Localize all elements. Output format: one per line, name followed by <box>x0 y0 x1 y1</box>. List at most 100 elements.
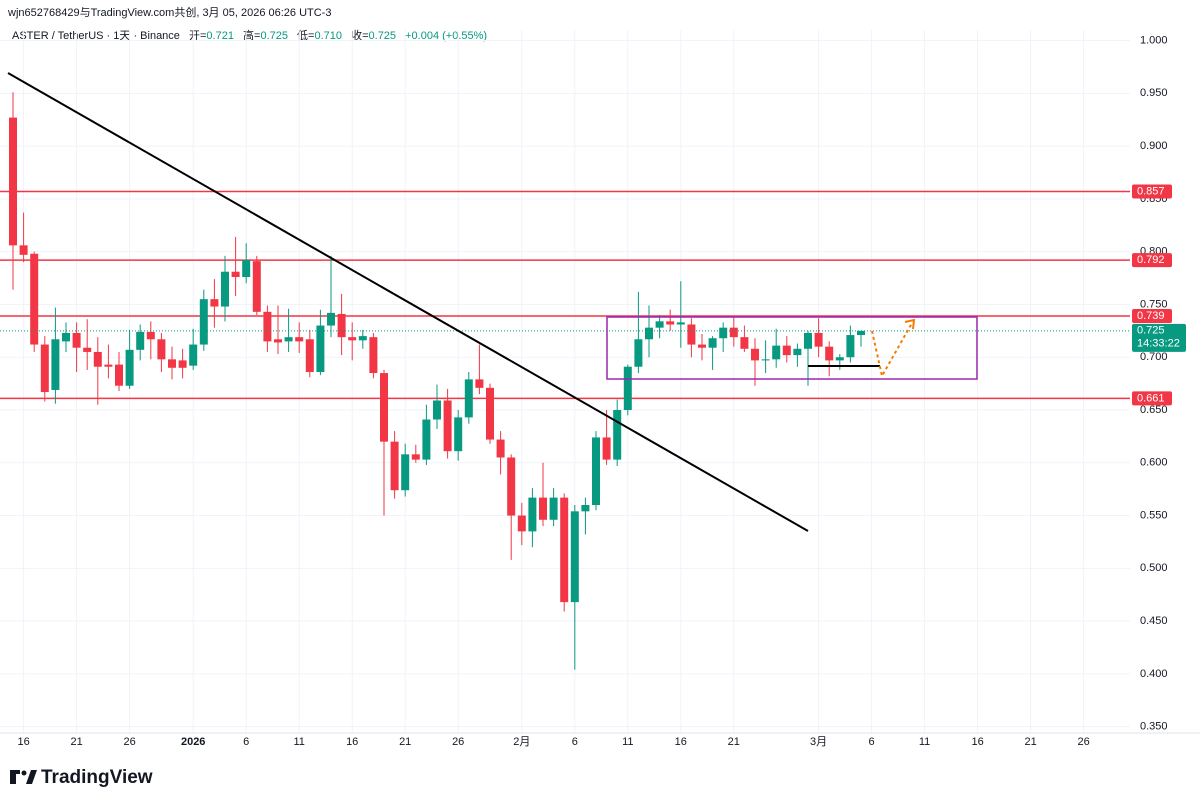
level-label: 0.739 <box>1137 310 1165 322</box>
logo-text: TradingView <box>41 767 153 788</box>
projection-path <box>871 322 913 379</box>
candle-body <box>136 331 145 350</box>
level-label-bg <box>1132 391 1172 406</box>
candle-body <box>72 332 81 348</box>
candle-body <box>30 253 39 345</box>
last-price-bg <box>1132 323 1186 352</box>
candle-body <box>168 359 176 368</box>
field-value: 0.710 <box>314 30 342 42</box>
candle-body <box>581 505 590 512</box>
candle-body <box>793 348 802 356</box>
y-tick-label: 0.350 <box>1140 721 1168 733</box>
candle-body <box>104 364 113 367</box>
y-tick-label: 0.700 <box>1140 351 1168 363</box>
x-tick-label: 11 <box>919 736 930 748</box>
x-tick-label: 2月 <box>513 736 530 748</box>
candle-body <box>814 332 823 347</box>
x-tick-label: 16 <box>346 736 358 748</box>
y-tick-label: 0.500 <box>1140 562 1168 574</box>
candle-body <box>274 339 282 343</box>
axes: 1.0000.9500.9000.8500.8000.7500.7000.650… <box>0 34 1200 748</box>
candle-body <box>475 379 484 388</box>
x-tick-label: 26 <box>1077 736 1089 748</box>
field-value: 0.725 <box>369 30 397 42</box>
field-label: 高= <box>243 28 260 42</box>
candle-body <box>316 325 325 372</box>
candle-body <box>804 332 812 349</box>
field-value: 0.721 <box>206 30 234 42</box>
candle-body <box>411 454 420 460</box>
candle-body <box>634 339 643 367</box>
symbol: ASTER / TetherUS · 1天 · Binance <box>12 30 180 42</box>
candle-body <box>496 439 505 458</box>
x-tick-label: 16 <box>971 736 983 748</box>
candle-body <box>602 437 611 460</box>
x-tick-label: 21 <box>70 736 82 748</box>
candle-body <box>284 337 293 342</box>
x-tick-label: 2026 <box>181 736 205 748</box>
logo-icon <box>26 770 37 784</box>
x-tick-label: 26 <box>452 736 464 748</box>
x-tick-label: 11 <box>622 736 633 748</box>
candle-body <box>337 313 346 338</box>
candle-body <box>157 339 166 360</box>
y-tick-label: 0.550 <box>1140 509 1168 521</box>
candle-body <box>676 322 685 325</box>
field-label: 收= <box>351 28 368 42</box>
candle-body <box>433 400 441 420</box>
field-value: 0.725 <box>260 30 288 42</box>
candle-body <box>539 497 547 520</box>
y-tick-label: 0.600 <box>1140 457 1168 469</box>
y-tick-label: 1.000 <box>1140 34 1168 46</box>
candle-body <box>782 345 791 356</box>
candle-body <box>751 348 759 361</box>
candle-body <box>486 387 494 440</box>
y-tick-label: 0.400 <box>1140 668 1168 680</box>
drawings <box>7 72 978 532</box>
range-box <box>606 316 978 380</box>
candle-body <box>51 339 60 390</box>
candle-body <box>857 330 865 336</box>
candle-body <box>401 454 410 491</box>
candles <box>0 92 1130 670</box>
x-tick-label: 11 <box>293 736 304 748</box>
y-tick-label: 0.950 <box>1140 87 1168 99</box>
candle-body <box>369 337 378 374</box>
candle-body <box>178 360 187 368</box>
candle-body <box>623 366 632 410</box>
candle-body <box>305 339 314 372</box>
candle-body <box>645 327 653 340</box>
y-tick-label: 0.750 <box>1140 298 1168 310</box>
candle-body <box>146 331 155 340</box>
candle-body <box>454 417 463 452</box>
candle-body <box>443 400 452 452</box>
candle-body <box>613 410 622 460</box>
candle-body <box>698 344 706 348</box>
candle-body <box>422 419 431 460</box>
x-tick-label: 6 <box>572 736 578 748</box>
x-tick-label: 21 <box>399 736 411 748</box>
logo-icon <box>10 770 20 784</box>
candle-body <box>846 335 855 358</box>
candle-body <box>221 271 229 307</box>
candle-body <box>348 337 357 341</box>
x-tick-label: 26 <box>123 736 135 748</box>
level-label: 0.857 <box>1137 185 1165 197</box>
candle-body <box>210 299 219 307</box>
y-tick-label: 0.900 <box>1140 140 1168 152</box>
candle-body <box>40 344 49 393</box>
x-tick-label: 16 <box>17 736 29 748</box>
levels <box>0 190 1130 400</box>
y-tick-label: 0.650 <box>1140 404 1168 416</box>
candle-body <box>464 379 473 418</box>
x-tick-label: 6 <box>243 736 249 748</box>
y-tick-label: 0.450 <box>1140 615 1168 627</box>
candle-body <box>761 359 770 361</box>
candle-body <box>655 321 664 328</box>
candle-body <box>666 321 675 325</box>
candle-body <box>231 271 240 277</box>
candle-body <box>835 357 844 361</box>
